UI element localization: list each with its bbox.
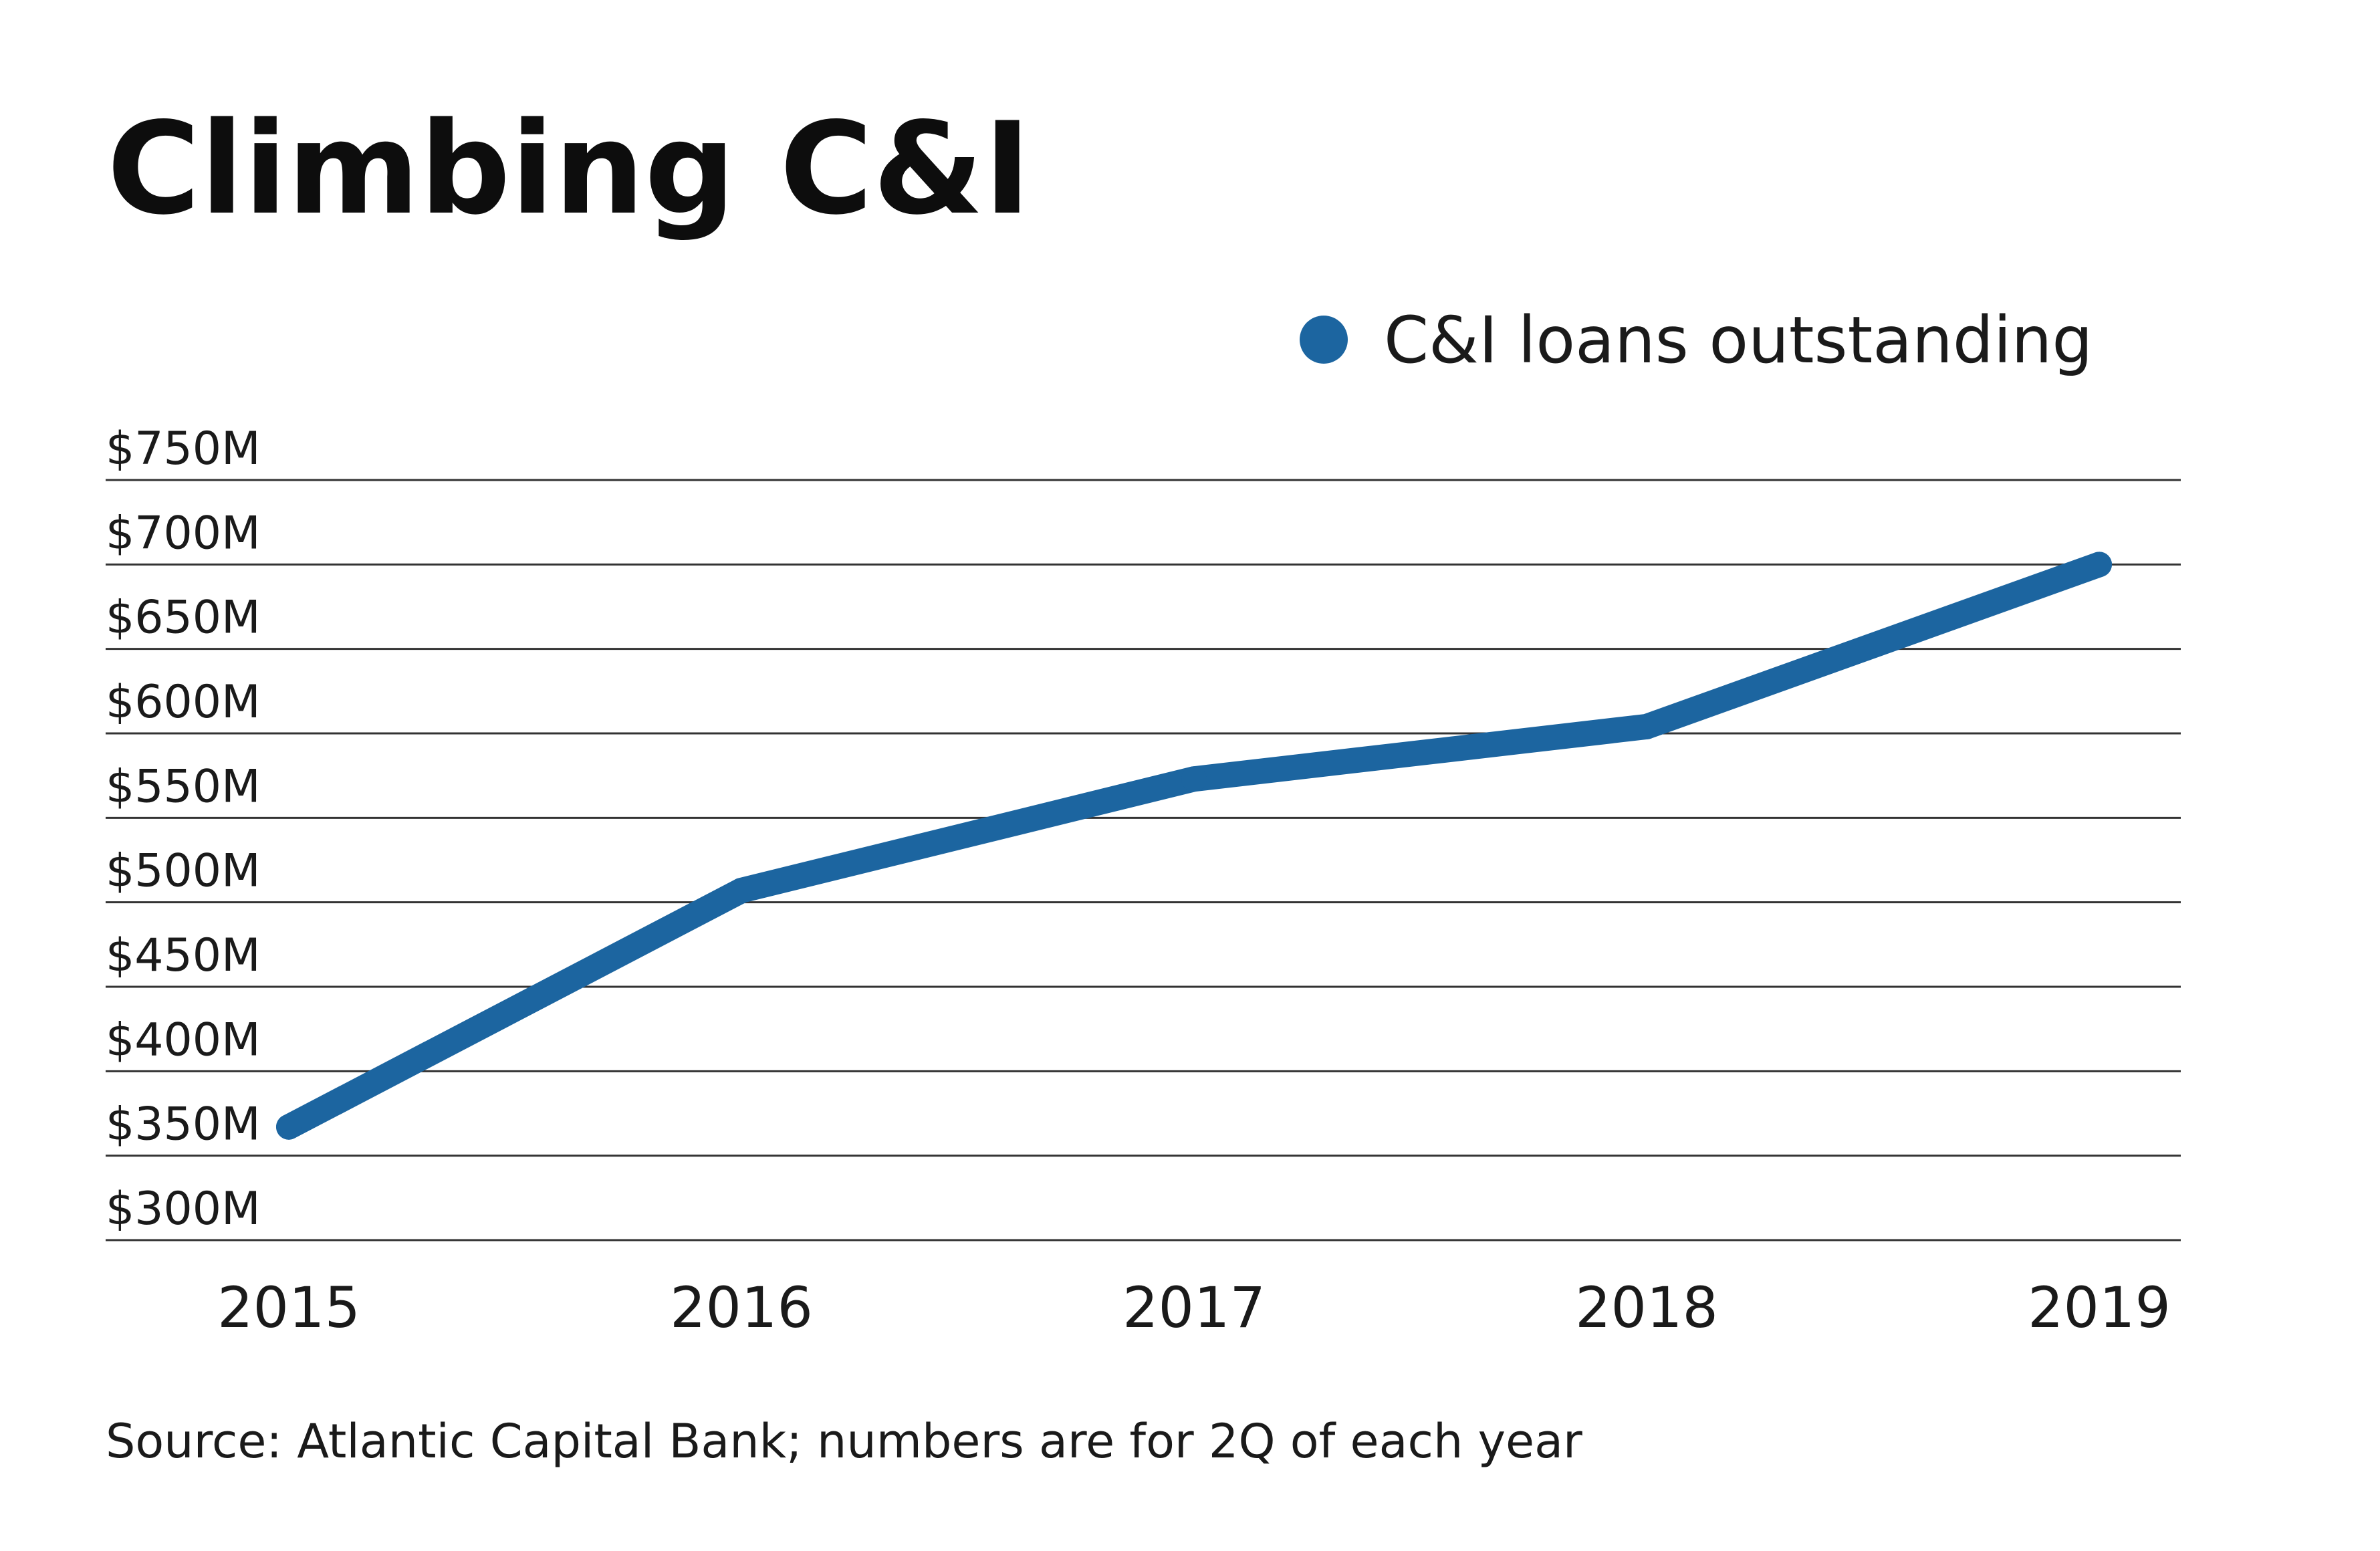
data-point xyxy=(276,1114,302,1140)
data-point xyxy=(2087,552,2112,578)
source-note: Source: Atlantic Capital Bank; numbers a… xyxy=(106,1414,1582,1469)
y-axis-ticks: $300M $350M $400M $450M $500M $550M $600M $650M… xyxy=(106,423,261,1235)
y-tick-label: $450M xyxy=(106,929,261,982)
y-tick-label: $500M xyxy=(106,845,261,898)
data-point xyxy=(1634,713,1659,739)
x-tick-label: 2017 xyxy=(1122,1275,1266,1340)
y-tick-label: $300M xyxy=(106,1183,261,1235)
y-tick-label: $400M xyxy=(106,1013,261,1066)
y-tick-label: $600M xyxy=(106,676,261,729)
x-tick-label: 2019 xyxy=(2028,1275,2171,1340)
x-tick-label: 2015 xyxy=(217,1275,360,1340)
data-point xyxy=(729,877,754,903)
y-tick-label: $550M xyxy=(106,760,261,813)
y-tick-label: $700M xyxy=(106,507,261,560)
y-tick-label: $750M xyxy=(106,423,261,475)
y-tick-label: $350M xyxy=(106,1098,261,1151)
data-point xyxy=(1181,766,1207,792)
x-tick-label: 2018 xyxy=(1575,1275,1718,1340)
x-tick-label: 2016 xyxy=(670,1275,813,1340)
chart-title: Climbing C&I xyxy=(107,95,1031,243)
y-tick-label: $650M xyxy=(106,592,261,644)
legend: C&I loans outstanding xyxy=(1300,303,2093,378)
series-layer xyxy=(276,552,2112,1140)
legend-label: C&I loans outstanding xyxy=(1384,303,2093,378)
x-axis-ticks: 2015 2016 2017 2018 2019 xyxy=(217,1275,2171,1340)
legend-marker-icon xyxy=(1300,316,1348,364)
grid xyxy=(106,479,2181,1241)
